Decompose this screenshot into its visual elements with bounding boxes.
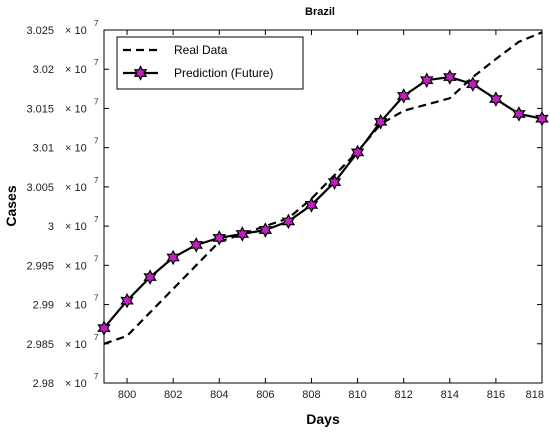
y-tick-label: 3.005 [26, 182, 54, 194]
x-tick-label: 812 [395, 389, 413, 401]
y-tick-multiplier: × 10 [65, 339, 87, 351]
y-tick-multiplier: × 10 [65, 221, 87, 233]
y-tick-multiplier: × 10 [65, 103, 87, 115]
y-tick-label: 3.01 [33, 143, 54, 155]
prediction-point [258, 222, 273, 238]
prediction-point [143, 269, 157, 285]
y-axis-ticks: 2.98 × 10 7 2.985 × 10 7 2.99 × 10 7 2.995 × 10 7 3 ×… [26, 19, 542, 390]
prediction-point [97, 320, 111, 336]
prediction-point [419, 72, 434, 88]
x-tick-label: 810 [348, 389, 366, 401]
y-tick-label: 2.985 [26, 339, 54, 351]
y-tick-exponent: 7 [94, 333, 99, 342]
x-axis-ticks: 800 802 804 806 808 810 812 814 816 818 [118, 30, 544, 401]
y-tick-multiplier: × 10 [65, 378, 87, 390]
legend-label-real-data: Real Data [174, 43, 228, 57]
x-axis-label: Days [306, 411, 340, 427]
chart-title: Brazil [305, 6, 335, 18]
x-tick-label: 802 [164, 389, 182, 401]
y-tick-multiplier: × 10 [65, 64, 87, 76]
legend: Real Data Prediction (Future) [116, 36, 304, 90]
y-tick-multiplier: × 10 [65, 25, 87, 37]
legend-box [116, 36, 304, 90]
x-tick-label: 818 [526, 389, 544, 401]
x-tick-label: 806 [256, 389, 274, 401]
prediction-point [466, 76, 480, 92]
prediction-point [327, 174, 342, 190]
prediction-point [235, 226, 250, 242]
y-tick-exponent: 7 [94, 19, 99, 28]
y-tick-exponent: 7 [94, 372, 99, 381]
y-tick-exponent: 7 [94, 294, 99, 303]
legend-label-prediction: Prediction (Future) [174, 66, 273, 80]
prediction-point [489, 91, 503, 107]
y-tick-label: 2.98 [33, 378, 54, 390]
x-tick-label: 808 [302, 389, 320, 401]
prediction-point [350, 144, 365, 161]
prediction-point [535, 110, 549, 127]
prediction-point [189, 237, 203, 253]
y-tick-multiplier: × 10 [65, 182, 87, 194]
prediction-point [304, 197, 319, 213]
prediction-point [512, 106, 526, 122]
x-tick-label: 816 [487, 389, 505, 401]
y-tick-exponent: 7 [94, 137, 99, 146]
prediction-point [212, 230, 227, 246]
y-tick-label: 2.99 [33, 300, 54, 312]
series-layer [97, 31, 549, 345]
y-tick-exponent: 7 [94, 176, 99, 185]
legend-marker-prediction [133, 65, 148, 81]
prediction-point [396, 88, 411, 104]
y-tick-multiplier: × 10 [65, 260, 87, 272]
y-tick-label: 3.025 [26, 25, 54, 37]
y-tick-multiplier: × 10 [65, 300, 87, 312]
y-tick-label: 3 [48, 221, 54, 233]
x-tick-label: 804 [210, 389, 228, 401]
x-tick-label: 814 [441, 389, 459, 401]
prediction-point [166, 249, 180, 266]
y-tick-exponent: 7 [94, 254, 99, 263]
y-axis-label: Cases [3, 185, 19, 226]
prediction-point [120, 292, 134, 309]
y-tick-exponent: 7 [94, 97, 99, 106]
plot-frame [103, 29, 543, 384]
y-tick-label: 3.015 [26, 103, 54, 115]
prediction-point [373, 113, 388, 130]
y-tick-label: 3.02 [33, 64, 54, 76]
y-tick-exponent: 7 [94, 58, 99, 67]
series-line-prediction [103, 75, 543, 329]
prediction-point [281, 213, 296, 230]
y-tick-multiplier: × 10 [65, 143, 87, 155]
y-tick-label: 2.995 [26, 260, 54, 272]
x-tick-label: 800 [118, 389, 136, 401]
y-tick-exponent: 7 [94, 215, 99, 224]
prediction-point [443, 69, 457, 85]
